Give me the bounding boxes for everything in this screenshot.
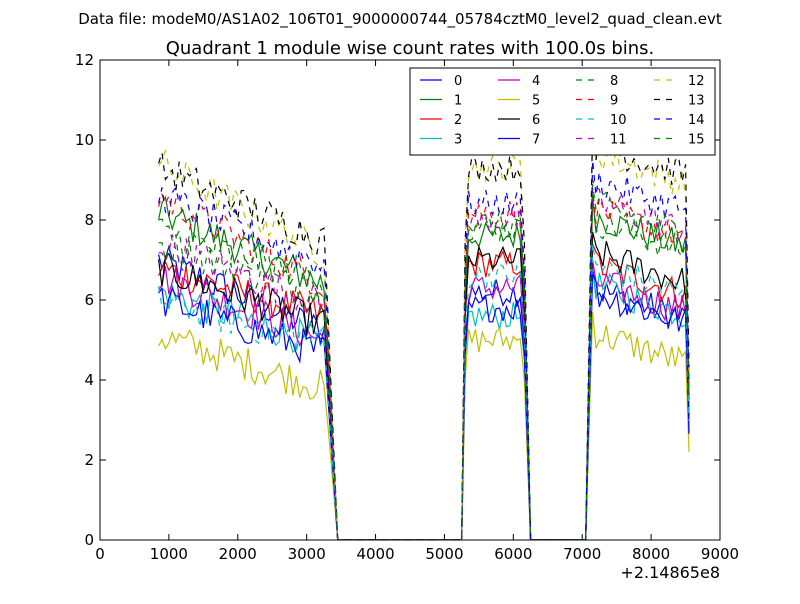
x-offset-label: +2.14865e8 [620, 563, 720, 582]
series-line-3 [158, 263, 690, 540]
legend-label-0: 0 [454, 74, 462, 89]
legend-label-6: 6 [532, 113, 540, 128]
series-line-6 [158, 231, 690, 540]
y-tick-label: 8 [84, 211, 94, 229]
x-tick-label: 2000 [219, 545, 257, 563]
series-line-14 [158, 159, 690, 540]
series-line-1 [158, 195, 690, 540]
legend-label-7: 7 [532, 133, 540, 148]
series-line-9 [158, 187, 690, 540]
x-tick-label: 1000 [150, 545, 188, 563]
legend-label-8: 8 [610, 74, 618, 89]
legend-label-14: 14 [688, 113, 705, 128]
x-tick-label: 3000 [288, 545, 326, 563]
legend-label-12: 12 [688, 74, 705, 89]
y-tick-label: 0 [84, 531, 94, 549]
legend-label-13: 13 [688, 94, 705, 109]
legend-label-9: 9 [610, 94, 618, 109]
x-tick-label: 8000 [632, 545, 670, 563]
x-tick-label: 4000 [356, 545, 394, 563]
series-line-12 [158, 131, 690, 540]
x-tick-label: 5000 [425, 545, 463, 563]
legend-label-5: 5 [532, 94, 540, 109]
legend-label-1: 1 [454, 94, 462, 109]
y-tick-label: 2 [84, 451, 94, 469]
y-tick-label: 4 [84, 371, 94, 389]
chart-title: Quadrant 1 module wise count rates with … [166, 38, 655, 59]
legend-label-2: 2 [454, 113, 462, 128]
legend-label-4: 4 [532, 74, 540, 89]
legend-label-10: 10 [610, 113, 627, 128]
ticks-layer: 0 1000 2000 3000 4000 5000 6000 7000 8000 9000 0 2 4… [75, 51, 739, 563]
series-line-8 [158, 199, 690, 540]
series-layer [158, 123, 690, 540]
legend-label-3: 3 [454, 133, 462, 148]
series-line-5 [158, 311, 690, 540]
series-line-15 [158, 183, 690, 540]
y-tick-label: 12 [75, 51, 94, 69]
series-line-4 [158, 259, 690, 540]
legend-label-11: 11 [610, 133, 627, 148]
legend-label-15: 15 [688, 133, 705, 148]
legend-box [409, 67, 716, 156]
series-line-13 [158, 123, 690, 540]
series-line-0 [158, 244, 690, 540]
x-tick-label: 9000 [701, 545, 739, 563]
x-tick-label: 0 [95, 545, 105, 563]
series-line-7 [158, 271, 690, 540]
x-tick-label: 6000 [494, 545, 532, 563]
figure-suptitle: Data file: modeM0/AS1A02_106T01_90000007… [78, 10, 722, 29]
y-tick-label: 10 [75, 131, 94, 149]
y-tick-label: 6 [84, 291, 94, 309]
x-tick-label: 7000 [563, 545, 601, 563]
